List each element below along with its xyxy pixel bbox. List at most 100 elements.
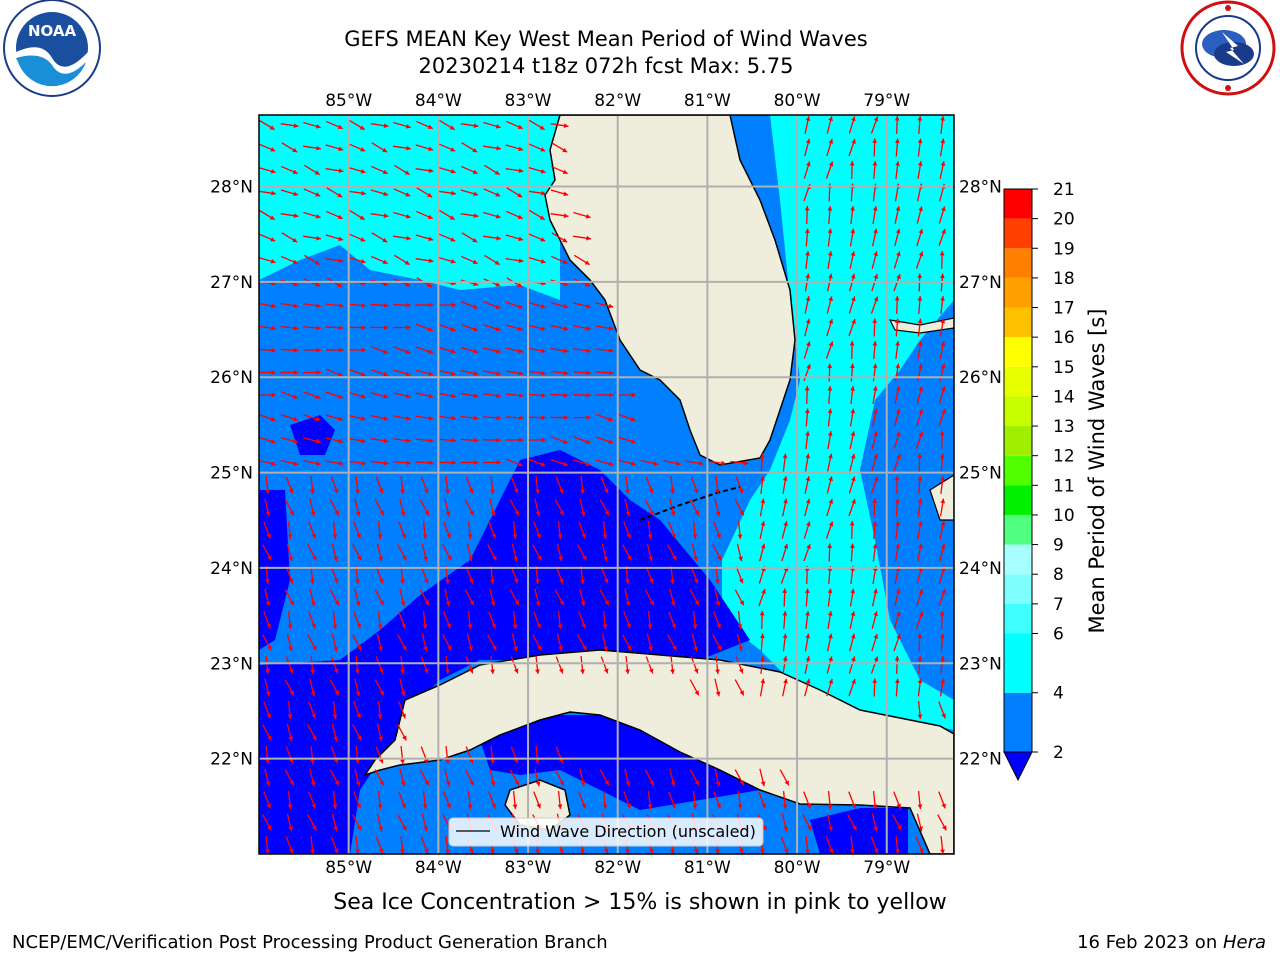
wave-direction-arrowhead: [850, 431, 856, 436]
wave-direction-arrowhead: [849, 341, 855, 346]
wave-direction-arrowhead: [603, 668, 609, 674]
wave-direction-arrowhead: [423, 646, 428, 652]
lat-tick-label: 26°N: [959, 368, 1002, 388]
wave-direction-arrowhead: [739, 510, 744, 516]
wave-direction-arrowhead: [266, 713, 271, 719]
wave-direction-arrowhead: [873, 611, 878, 617]
wave-direction-arrowhead: [693, 488, 699, 494]
wave-direction-arrowhead: [517, 282, 523, 288]
wave-direction-arrowhead: [805, 138, 811, 144]
wave-direction-arrowhead: [422, 534, 428, 539]
wave-direction-arrowhead: [535, 579, 540, 584]
wave-direction-arrowhead: [783, 848, 789, 854]
wave-direction-arrowhead: [288, 488, 294, 494]
wave-direction-arrowhead: [382, 349, 388, 354]
wave-direction-arrowhead: [647, 624, 653, 629]
wave-period-deep-patch: [290, 415, 335, 455]
map-gridlines: [259, 115, 954, 854]
wave-direction-arrowhead: [495, 348, 501, 354]
wave-direction-arrowhead: [586, 235, 591, 241]
wave-direction-arrowhead: [918, 251, 924, 257]
wave-direction-arrowhead: [472, 304, 478, 309]
wave-direction-arrowhead: [917, 678, 923, 684]
wave-direction-arrowhead: [446, 623, 451, 629]
wave-direction-arrowhead: [518, 146, 524, 152]
wave-direction-arrowhead: [428, 146, 434, 152]
lat-tick-label: 27°N: [959, 273, 1002, 293]
wave-direction-arrowhead: [292, 394, 298, 399]
wave-direction-arrowhead: [400, 669, 405, 674]
wave-direction-arrowhead: [447, 555, 452, 561]
wave-direction-arrowhead: [427, 192, 433, 198]
wave-direction-arrowhead: [315, 123, 321, 129]
noaa-logo-icon: NOAA: [3, 0, 101, 97]
wave-direction-arrowhead: [472, 147, 478, 153]
wave-direction-arrowhead: [428, 371, 434, 377]
wave-direction-arrowhead: [894, 498, 900, 504]
wave-direction-arrowhead: [469, 600, 474, 606]
wave-direction-arrowhead: [873, 116, 879, 122]
wave-direction-arrowhead: [873, 251, 878, 257]
wave-direction-arrowhead: [873, 848, 879, 854]
wave-direction-arrowhead: [360, 394, 366, 399]
wave-direction-arrowhead: [536, 623, 541, 629]
wave-direction-arrowhead: [626, 623, 631, 629]
wave-direction-arrowhead: [445, 489, 450, 494]
wave-direction-arrowhead: [670, 489, 675, 494]
wave-direction-arrowhead: [382, 259, 388, 265]
wave-direction-arrowhead: [873, 633, 879, 639]
wave-direction-arrowhead: [495, 326, 501, 332]
wave-direction-arrowhead: [540, 147, 546, 152]
wave-direction-arrowhead: [585, 282, 591, 287]
wave-direction-arrowhead: [469, 780, 474, 786]
wave-direction-arrowhead: [918, 611, 924, 617]
wave-direction-arrowhead: [631, 392, 636, 398]
wave-direction-arrowhead: [288, 826, 293, 832]
wave-direction-arrowhead: [805, 273, 811, 279]
wave-direction-arrowhead: [402, 645, 407, 651]
wave-direction-arrowhead: [739, 600, 744, 606]
wave-direction-arrowhead: [316, 347, 321, 353]
wave-direction-arrowhead: [310, 759, 315, 764]
wave-direction-arrowhead: [337, 124, 343, 130]
colorbar-band: [1004, 544, 1032, 575]
map-legend: Wind Wave Direction (unscaled): [448, 817, 764, 847]
wave-direction-arrowhead: [383, 213, 389, 219]
wave-direction-arrowhead: [288, 556, 293, 562]
wave-direction-arrowhead: [805, 296, 811, 301]
wave-direction-arrowhead: [310, 489, 315, 494]
wave-direction-arrowhead: [355, 759, 360, 764]
wave-direction-arrowhead: [581, 533, 586, 539]
wave-direction-arrowhead: [625, 579, 630, 584]
wave-direction-arrowhead: [423, 758, 429, 764]
wave-direction-arrowhead: [940, 138, 946, 144]
wave-direction-arrowhead: [357, 735, 362, 741]
wave-direction-arrowhead: [289, 600, 294, 606]
wave-direction-arrowhead: [496, 460, 501, 465]
wave-direction-arrowhead: [805, 849, 810, 854]
colorbar-band: [1004, 218, 1032, 249]
wave-direction-arrowhead: [355, 579, 360, 584]
wave-direction-arrowhead: [917, 138, 923, 144]
wave-direction-arrowhead: [896, 634, 901, 639]
wave-direction-arrowhead: [292, 237, 298, 243]
wave-direction-arrowhead: [383, 438, 389, 444]
wave-direction-arrowhead: [406, 325, 411, 330]
wave-direction-arrowhead: [265, 511, 271, 517]
wave-direction-arrowhead: [288, 736, 293, 742]
wave-direction-arrowhead: [401, 713, 406, 719]
wave-direction-arrowhead: [402, 555, 407, 561]
wave-direction-arrowhead: [468, 668, 474, 674]
wave-direction-arrowhead: [472, 169, 478, 175]
wave-direction-arrowhead: [896, 251, 901, 257]
wave-direction-arrowhead: [310, 691, 316, 697]
wave-direction-arrowhead: [293, 123, 299, 129]
lon-tick-label: 85°W: [325, 858, 372, 878]
wave-direction-arrowhead: [311, 803, 316, 809]
wave-direction-arrowhead: [872, 521, 878, 526]
wave-direction-arrowhead: [468, 556, 473, 562]
wave-direction-arrowhead: [402, 735, 407, 741]
colorbar-band: [1004, 337, 1032, 367]
wave-direction-arrowhead: [513, 646, 518, 652]
